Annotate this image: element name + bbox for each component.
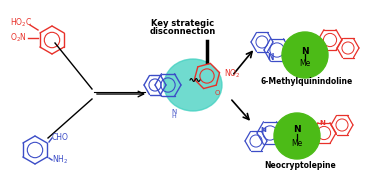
- Text: 6-Methylquinindoline: 6-Methylquinindoline: [261, 77, 353, 86]
- Text: CHO: CHO: [52, 133, 69, 143]
- Text: NH$_2$: NH$_2$: [52, 154, 68, 166]
- Text: Neocryptolepine: Neocryptolepine: [264, 161, 336, 171]
- Circle shape: [282, 32, 328, 78]
- Text: HO$_2$C: HO$_2$C: [10, 17, 33, 29]
- Text: Me: Me: [291, 139, 303, 148]
- Text: NO$_2$: NO$_2$: [224, 68, 241, 80]
- Text: N: N: [319, 120, 325, 126]
- Text: O: O: [214, 90, 220, 96]
- Text: disconnection: disconnection: [150, 27, 216, 36]
- Text: N: N: [268, 52, 274, 61]
- Text: Me: Me: [299, 58, 311, 67]
- Circle shape: [274, 113, 320, 159]
- Text: N: N: [301, 46, 309, 55]
- Text: N: N: [260, 127, 266, 133]
- Text: O$_2$N: O$_2$N: [10, 32, 27, 44]
- Text: N: N: [171, 109, 177, 115]
- Text: Key strategic: Key strategic: [152, 18, 215, 27]
- Text: N: N: [293, 126, 301, 134]
- Text: H: H: [172, 114, 177, 120]
- Ellipse shape: [164, 59, 222, 111]
